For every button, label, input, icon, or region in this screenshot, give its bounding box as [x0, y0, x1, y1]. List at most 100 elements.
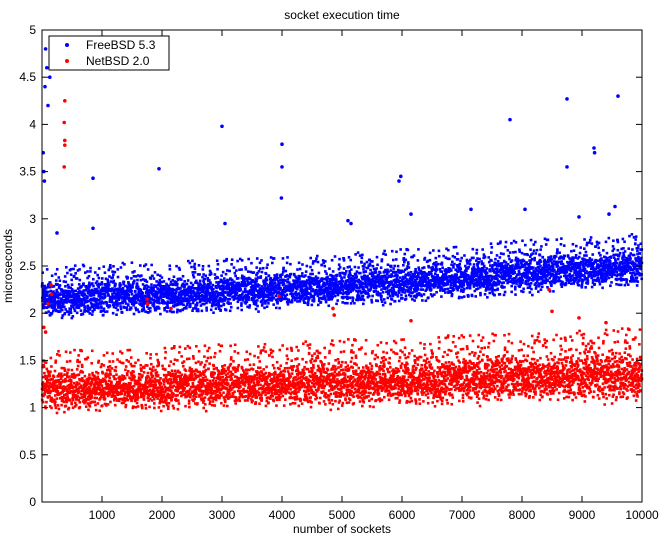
- data-point: [354, 273, 358, 277]
- data-point: [435, 268, 439, 271]
- data-point: [167, 284, 170, 288]
- data-point: [601, 286, 604, 290]
- data-point: [93, 288, 97, 291]
- data-point: [464, 275, 468, 279]
- data-point: [500, 264, 503, 267]
- data-point: [345, 286, 349, 289]
- data-point: [91, 277, 95, 281]
- data-point: [528, 270, 531, 274]
- data-point: [474, 281, 477, 285]
- data-point: [52, 304, 55, 308]
- data-point: [267, 302, 270, 305]
- data-point: [504, 245, 507, 249]
- data-point: [478, 273, 482, 277]
- data-point: [106, 280, 110, 284]
- data-point: [112, 297, 116, 300]
- data-point: [301, 289, 305, 292]
- data-point: [159, 286, 163, 290]
- data-point: [160, 276, 164, 279]
- data-point: [436, 273, 439, 277]
- data-point: [535, 285, 538, 288]
- data-point: [167, 291, 171, 294]
- data-point: [612, 239, 615, 243]
- data-point: [178, 291, 181, 295]
- data-point: [481, 262, 485, 265]
- data-point: [446, 282, 450, 286]
- data-point: [205, 284, 209, 287]
- data-point: [93, 308, 96, 312]
- data-point: [115, 287, 118, 291]
- data-point: [518, 266, 522, 269]
- data-point: [359, 271, 362, 275]
- data-point: [472, 271, 475, 274]
- data-point: [460, 296, 464, 299]
- data-point: [459, 267, 463, 271]
- data-point: [323, 296, 327, 300]
- data-point: [371, 271, 374, 274]
- data-point: [531, 266, 535, 269]
- data-point: [191, 271, 195, 274]
- data-point: [528, 255, 532, 258]
- data-point: [186, 287, 190, 291]
- data-point: [444, 291, 447, 294]
- data-point: [227, 291, 230, 294]
- data-point: [211, 283, 215, 287]
- data-point: [95, 306, 99, 309]
- data-point: [106, 292, 110, 296]
- data-point: [602, 249, 605, 252]
- data-point: [91, 309, 95, 313]
- data-point: [302, 299, 305, 302]
- data-point: [616, 240, 620, 244]
- data-point: [437, 285, 441, 289]
- data-point: [402, 260, 406, 264]
- data-point: [329, 287, 333, 291]
- data-point: [486, 288, 489, 291]
- data-point: [285, 293, 289, 297]
- data-point: [155, 307, 159, 310]
- data-point: [246, 305, 249, 309]
- data-point: [134, 275, 138, 278]
- data-point: [168, 309, 172, 313]
- data-point: [209, 308, 213, 312]
- data-point: [47, 297, 51, 301]
- data-point: [348, 265, 351, 269]
- data-point: [338, 282, 342, 285]
- data-point: [446, 248, 450, 252]
- data-point: [573, 266, 577, 269]
- data-point: [483, 293, 487, 296]
- data-point: [291, 288, 295, 292]
- data-point: [521, 281, 524, 285]
- data-point: [419, 282, 422, 286]
- data-point: [325, 286, 329, 290]
- data-point: [396, 268, 400, 272]
- data-point: [373, 290, 376, 294]
- data-point: [245, 290, 249, 293]
- data-point: [516, 264, 520, 268]
- data-point: [617, 253, 621, 257]
- data-point: [539, 260, 543, 263]
- data-point: [371, 260, 374, 263]
- data-point: [574, 269, 578, 272]
- data-point: [225, 257, 228, 261]
- data-point: [337, 267, 341, 271]
- data-point: [121, 286, 125, 290]
- data-point: [493, 288, 497, 292]
- data-point: [620, 270, 624, 274]
- data-point: [106, 278, 110, 281]
- data-point: [256, 276, 260, 279]
- data-point: [557, 260, 561, 264]
- data-point: [479, 286, 482, 289]
- data-point: [149, 277, 153, 280]
- data-point: [520, 260, 524, 263]
- data-point: [112, 288, 115, 292]
- data-point: [273, 278, 276, 282]
- data-point: [185, 282, 189, 286]
- data-point: [102, 309, 105, 313]
- data-point: [255, 280, 258, 283]
- data-point: [587, 264, 591, 267]
- data-point: [512, 267, 516, 271]
- data-point: [556, 264, 560, 267]
- data-point: [412, 254, 416, 257]
- data-point: [132, 312, 136, 316]
